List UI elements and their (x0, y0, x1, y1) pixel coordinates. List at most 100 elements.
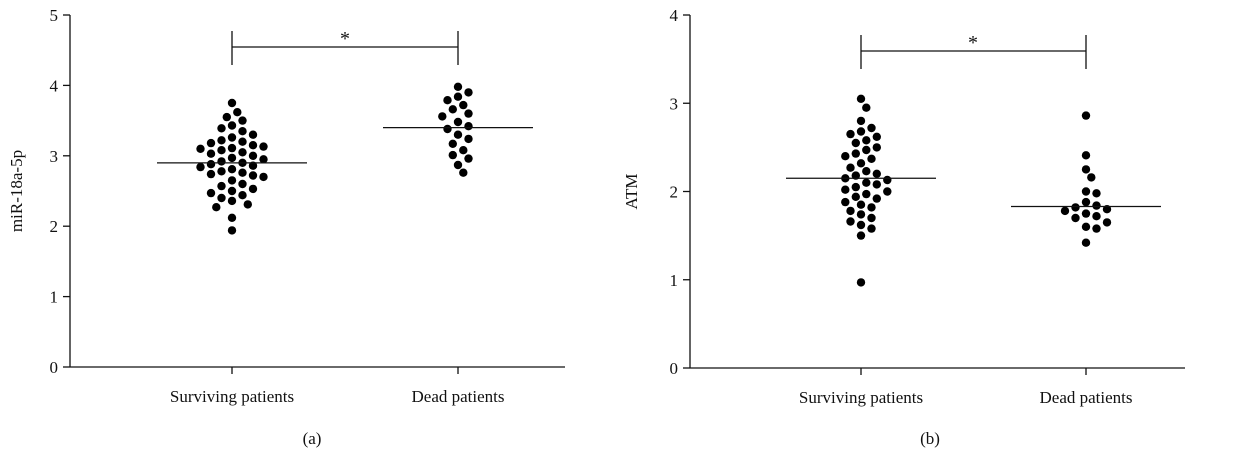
data-point (238, 148, 247, 157)
data-point (196, 144, 205, 153)
data-point (443, 124, 452, 134)
data-point (227, 121, 237, 130)
significance-star: * (968, 32, 978, 54)
data-point (459, 100, 468, 110)
data-point (851, 149, 860, 158)
data-point (464, 134, 473, 144)
data-point (206, 149, 216, 158)
data-point (206, 138, 216, 148)
data-point (227, 213, 237, 222)
data-point (1092, 224, 1101, 233)
data-point (846, 217, 855, 226)
data-point (217, 167, 226, 176)
data-point (1092, 212, 1101, 221)
data-point (248, 141, 258, 150)
panel-label: (a) (303, 429, 322, 448)
data-point (453, 92, 463, 101)
data-point (841, 197, 850, 207)
data-point (862, 103, 871, 112)
data-point (238, 116, 247, 125)
y-tick-label: 1 (50, 288, 59, 307)
data-point (1081, 197, 1091, 207)
data-point (448, 139, 457, 148)
x-category-label: Dead patients (1040, 388, 1133, 407)
data-point (248, 161, 258, 170)
y-tick-label: 4 (670, 6, 679, 25)
data-point (1092, 189, 1101, 198)
data-point (1081, 165, 1091, 174)
data-point (851, 138, 860, 148)
data-point (448, 105, 457, 114)
data-point (212, 203, 221, 212)
data-point (872, 194, 881, 203)
data-point (867, 213, 876, 223)
y-axis-title: miR-18a-5p (7, 150, 26, 232)
y-tick-label: 2 (50, 217, 59, 236)
x-category-label: Dead patients (412, 387, 505, 406)
significance-star: * (340, 28, 350, 50)
data-point (206, 160, 216, 169)
data-point (227, 196, 237, 206)
data-point (1092, 201, 1101, 210)
data-point (217, 124, 226, 133)
data-point (443, 96, 452, 105)
data-point (238, 191, 247, 200)
data-point (217, 136, 226, 145)
data-point (217, 181, 226, 191)
data-point (856, 127, 866, 136)
data-point (856, 94, 866, 104)
y-tick-label: 0 (670, 359, 679, 378)
data-point (862, 189, 871, 199)
data-point (867, 224, 876, 233)
data-point (1081, 111, 1091, 120)
data-point (856, 116, 866, 126)
data-point (856, 231, 866, 240)
data-point (217, 193, 226, 203)
data-point (248, 171, 258, 180)
data-point (448, 150, 457, 160)
data-point (459, 168, 468, 177)
data-point (259, 142, 268, 151)
data-point (259, 155, 268, 164)
data-point (1060, 206, 1070, 216)
data-point (862, 178, 871, 187)
data-point (883, 175, 892, 185)
data-point (872, 169, 881, 178)
data-point (238, 168, 247, 177)
data-point (453, 117, 463, 127)
data-point (872, 132, 881, 141)
data-point (259, 172, 268, 182)
data-point (883, 187, 892, 196)
data-point (851, 182, 860, 192)
data-point (856, 220, 866, 230)
data-point (856, 200, 866, 209)
data-point (217, 157, 226, 166)
chart-panel-b: 0 1 2 3 4 Surviving patients Dead patients ATM (… (622, 6, 1185, 448)
data-point (464, 88, 473, 97)
data-point (238, 137, 247, 146)
y-tick-label: 2 (670, 183, 679, 202)
y-tick-label: 3 (50, 147, 59, 166)
data-point (438, 112, 447, 121)
data-point (248, 184, 258, 194)
data-point (206, 188, 216, 198)
data-point (846, 206, 855, 216)
data-point (862, 167, 871, 176)
data-point (1102, 218, 1112, 227)
data-point (867, 203, 876, 212)
data-point (1081, 151, 1091, 160)
data-point (867, 123, 876, 133)
data-point (227, 165, 237, 174)
data-point (206, 169, 216, 179)
data-point (1081, 187, 1091, 196)
data-point (233, 108, 242, 117)
data-point (846, 163, 855, 172)
data-point (243, 200, 252, 209)
data-point (227, 98, 237, 108)
y-tick-label: 3 (670, 94, 679, 113)
data-point (453, 160, 463, 170)
data-point (846, 129, 855, 139)
y-tick-label: 0 (50, 358, 59, 377)
data-point (856, 278, 866, 287)
